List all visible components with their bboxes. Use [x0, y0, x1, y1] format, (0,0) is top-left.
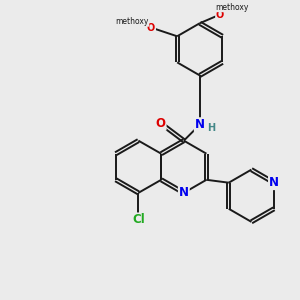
- Text: O: O: [216, 10, 224, 20]
- Text: Cl: Cl: [132, 213, 145, 226]
- Text: N: N: [179, 186, 189, 199]
- Text: methoxy: methoxy: [215, 3, 248, 12]
- Text: methoxy: methoxy: [116, 17, 149, 26]
- Text: N: N: [195, 118, 205, 131]
- Text: O: O: [147, 22, 155, 33]
- Text: N: N: [269, 176, 279, 189]
- Text: O: O: [156, 117, 166, 130]
- Text: H: H: [207, 124, 215, 134]
